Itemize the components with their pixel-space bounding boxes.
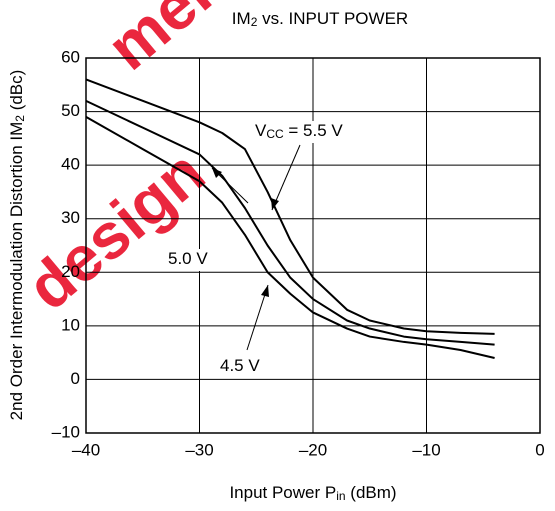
annotation: 5.0 V <box>168 249 208 268</box>
annotation: VCC = 5.5 V <box>255 121 343 141</box>
x-axis-label: Input Power Pin (dBm) <box>229 483 396 503</box>
y-tick-label: 0 <box>71 369 80 388</box>
y-axis-label-part: 2nd Order Intermodulation Distortion IM <box>7 122 26 421</box>
annotation-bg <box>216 356 272 378</box>
line-series <box>85 99 495 346</box>
annotation: 4.5 V <box>220 356 260 375</box>
watermark: design <box>14 136 218 324</box>
annotation-part: = 5.5 V <box>284 121 344 140</box>
chart-title-part: IM <box>232 9 251 28</box>
chart-title-part: vs. INPUT POWER <box>257 9 408 28</box>
x-tick-label: –20 <box>299 440 327 459</box>
annotation-part: CC <box>266 127 284 141</box>
y-axis-label-part: 2 <box>13 115 27 122</box>
arrow-head <box>271 198 279 210</box>
arrow-head <box>212 168 222 178</box>
y-tick-label: 50 <box>61 101 80 120</box>
line-series <box>85 78 495 335</box>
chart-title-part: 2 <box>251 15 258 29</box>
x-tick-label: –10 <box>412 440 440 459</box>
chart-title: IM2 vs. INPUT POWER <box>232 9 408 29</box>
x-tick-label: –30 <box>185 440 213 459</box>
y-tick-label: 40 <box>61 155 80 174</box>
y-tick-label: –10 <box>52 422 80 441</box>
y-axis-label: 2nd Order Intermodulation Distortion IM2… <box>7 70 27 421</box>
y-axis-label-part: (dBc) <box>7 70 26 115</box>
annotation-bg <box>251 121 363 143</box>
y-tick-label: 60 <box>61 47 80 66</box>
arrow-head <box>261 285 269 297</box>
annotation-part: 4.5 V <box>220 356 260 375</box>
x-tick-label: –40 <box>72 440 100 459</box>
y-tick-label: 10 <box>61 315 80 334</box>
annotation-bg <box>164 249 220 271</box>
x-axis-label-part: Input Power P <box>229 483 336 502</box>
line-series <box>85 116 495 359</box>
y-tick-label: 30 <box>61 208 80 227</box>
x-axis-label-part: (dBm) <box>346 483 397 502</box>
annotation-part: 5.0 V <box>168 249 208 268</box>
x-tick-label: 0 <box>535 440 544 459</box>
y-tick-label: 20 <box>61 262 80 281</box>
arrow <box>271 144 301 211</box>
annotation-part: V <box>255 121 267 140</box>
x-axis-label-part: in <box>336 489 345 503</box>
